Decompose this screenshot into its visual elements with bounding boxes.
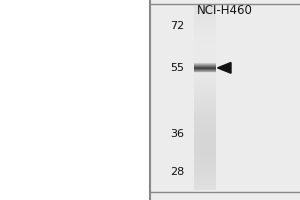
Polygon shape — [218, 62, 231, 73]
Text: 36: 36 — [170, 129, 184, 139]
Bar — [150, 0, 300, 200]
Text: 72: 72 — [170, 21, 184, 31]
Bar — [0, 0, 150, 200]
Text: NCI-H460: NCI-H460 — [197, 4, 253, 17]
Text: 28: 28 — [170, 167, 184, 177]
Text: 55: 55 — [170, 63, 184, 73]
